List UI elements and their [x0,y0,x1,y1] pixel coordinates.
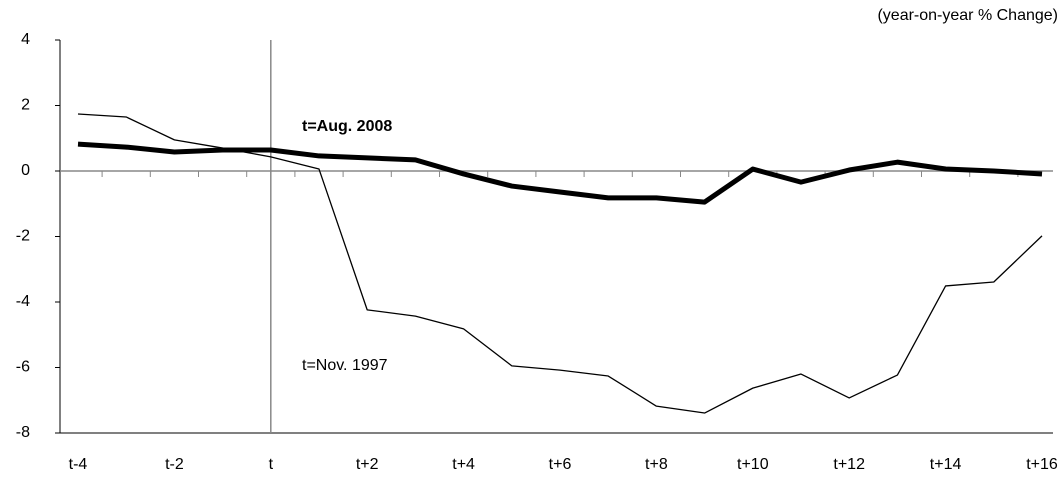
x-tick-label: t+16 [1026,456,1058,473]
series-annotation: t=Nov. 1997 [302,357,388,374]
y-tick-label: -6 [16,359,30,376]
y-tick-label: -2 [16,228,30,245]
x-tick-label: t+6 [549,456,572,473]
x-tick-label: t+8 [645,456,668,473]
y-tick-label: -8 [16,424,30,441]
y-tick-label: 0 [21,162,30,179]
y-tick-label: -4 [16,293,30,310]
y-tick-label: 2 [21,97,30,114]
unit-label: (year-on-year % Change) [877,7,1058,24]
x-tick-label: t+4 [452,456,475,473]
x-tick-label: t+14 [930,456,962,473]
x-tick-label: t+2 [356,456,379,473]
x-tick-label: t-2 [165,456,184,473]
y-tick-label: 4 [21,31,30,48]
series-line [77,141,1043,205]
x-tick-label: t-4 [69,456,88,473]
x-tick-label: t [269,456,274,473]
series-line [77,113,1043,414]
series-annotation: t=Aug. 2008 [302,118,392,135]
x-tick-label: t+10 [737,456,769,473]
x-tick-label: t+12 [833,456,865,473]
